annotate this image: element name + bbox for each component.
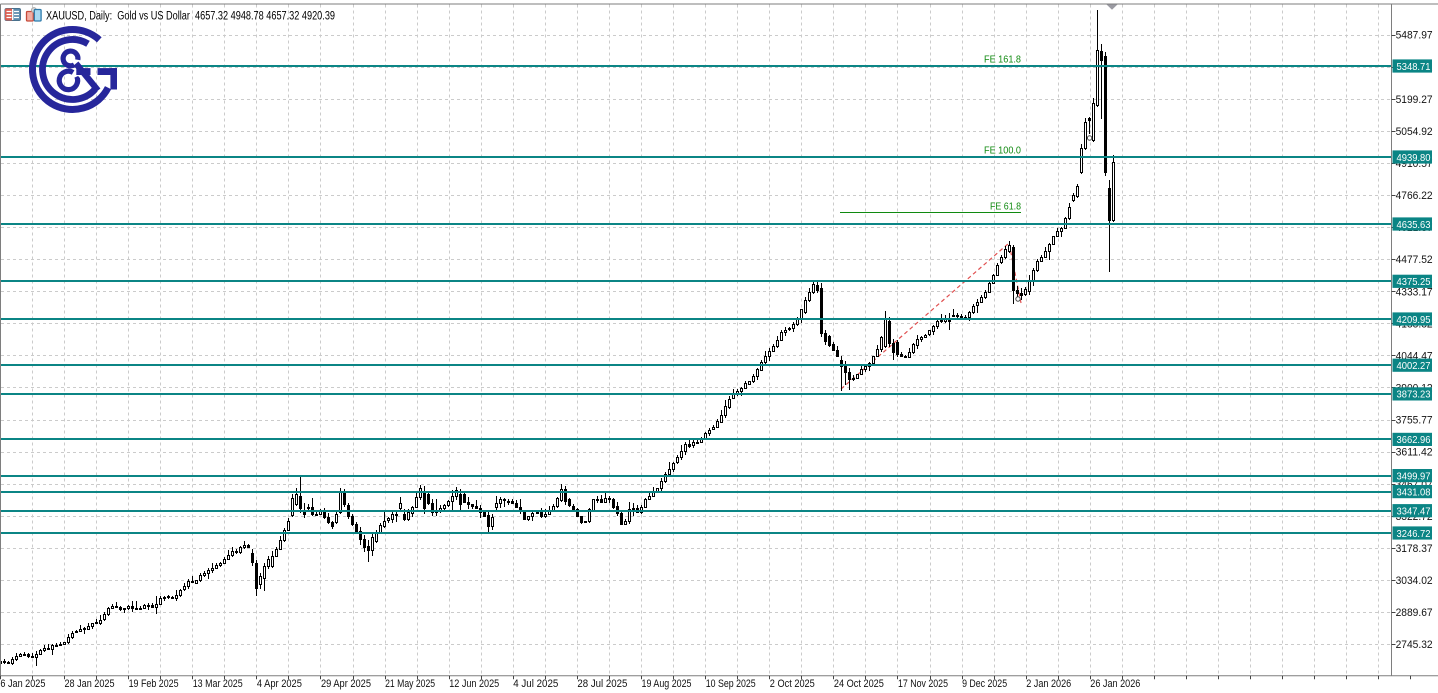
svg-text:3034.02: 3034.02 <box>1396 575 1433 587</box>
svg-text:29 Apr 2025: 29 Apr 2025 <box>321 678 371 690</box>
svg-text:24 Oct 2025: 24 Oct 2025 <box>834 678 884 690</box>
svg-text:3662.96: 3662.96 <box>1397 434 1431 446</box>
svg-text:10 Sep 2025: 10 Sep 2025 <box>706 678 756 690</box>
svg-text:4939.80: 4939.80 <box>1397 152 1431 164</box>
svg-text:9 Dec 2025: 9 Dec 2025 <box>962 678 1007 690</box>
svg-text:4635.63: 4635.63 <box>1397 219 1431 231</box>
svg-text:3611.42: 3611.42 <box>1396 447 1433 459</box>
svg-text:5199.27: 5199.27 <box>1396 94 1433 106</box>
svg-text:FE 161.8: FE 161.8 <box>984 54 1021 66</box>
svg-text:FE 61.8: FE 61.8 <box>990 201 1021 213</box>
svg-text:4477.52: 4477.52 <box>1396 254 1433 266</box>
svg-text:6 Jan 2025: 6 Jan 2025 <box>0 678 45 690</box>
svg-text:XAUUSD, Daily: Gold vs US Dol: XAUUSD, Daily: Gold vs US Dollar 4657.32… <box>46 11 335 23</box>
svg-text:3178.37: 3178.37 <box>1396 543 1433 555</box>
svg-text:FE 100.0: FE 100.0 <box>984 145 1021 157</box>
svg-text:4766.22: 4766.22 <box>1396 190 1433 202</box>
svg-text:17 Nov 2025: 17 Nov 2025 <box>898 678 948 690</box>
svg-text:3499.97: 3499.97 <box>1397 470 1431 482</box>
svg-text:3347.47: 3347.47 <box>1397 506 1431 518</box>
svg-text:2 Oct 2025: 2 Oct 2025 <box>770 678 815 690</box>
svg-text:2889.67: 2889.67 <box>1396 607 1433 619</box>
svg-text:28 Jul 2025: 28 Jul 2025 <box>577 678 627 690</box>
svg-text:4002.27: 4002.27 <box>1397 360 1431 372</box>
svg-text:4375.25: 4375.25 <box>1397 276 1431 288</box>
svg-text:13 Mar 2025: 13 Mar 2025 <box>193 678 243 690</box>
svg-text:28 Jan 2025: 28 Jan 2025 <box>65 678 115 690</box>
svg-text:2745.32: 2745.32 <box>1396 639 1433 651</box>
svg-text:4209.95: 4209.95 <box>1397 314 1431 326</box>
svg-text:21 May 2025: 21 May 2025 <box>385 678 435 690</box>
svg-text:5054.92: 5054.92 <box>1396 126 1433 138</box>
svg-text:3873.23: 3873.23 <box>1397 389 1431 401</box>
svg-text:4 Apr 2025: 4 Apr 2025 <box>257 678 302 690</box>
svg-text:26 Jan 2026: 26 Jan 2026 <box>1090 678 1140 690</box>
svg-text:19 Feb 2025: 19 Feb 2025 <box>129 678 179 690</box>
svg-text:5487.97: 5487.97 <box>1396 30 1433 42</box>
svg-text:5348.71: 5348.71 <box>1397 61 1431 73</box>
svg-text:3755.77: 3755.77 <box>1396 415 1433 427</box>
svg-text:2 Jan 2026: 2 Jan 2026 <box>1026 678 1071 690</box>
svg-text:3246.72: 3246.72 <box>1397 528 1431 540</box>
svg-text:19 Aug 2025: 19 Aug 2025 <box>642 678 692 690</box>
svg-text:12 Jun 2025: 12 Jun 2025 <box>449 678 499 690</box>
svg-text:4 Jul 2025: 4 Jul 2025 <box>513 678 558 690</box>
svg-text:3431.08: 3431.08 <box>1397 486 1431 498</box>
svg-text:4333.17: 4333.17 <box>1396 286 1433 298</box>
